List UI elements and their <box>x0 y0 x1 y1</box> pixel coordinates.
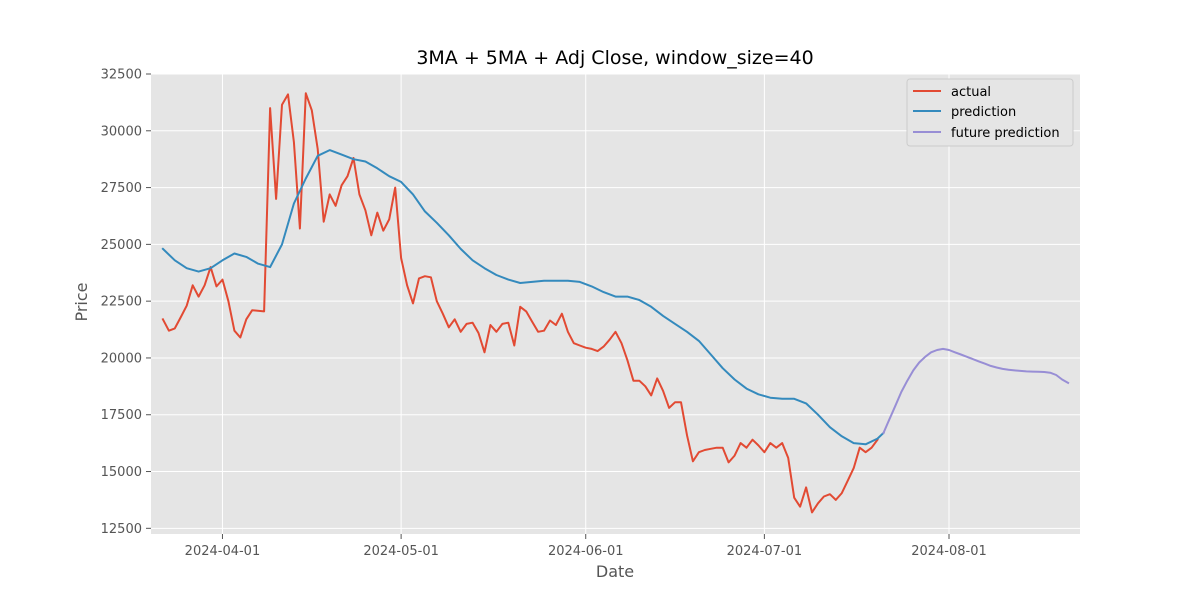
plot-area <box>151 74 1080 534</box>
y-tick-label: 32500 <box>101 68 142 83</box>
series-line-future-prediction <box>882 347 1070 435</box>
series-line-actual <box>161 92 879 514</box>
legend-label-prediction: prediction <box>951 105 1016 120</box>
y-tick-label: 20000 <box>101 351 142 366</box>
legend-label-actual: actual <box>951 85 991 100</box>
y-axis-label: Price <box>72 282 91 321</box>
y-tick-label: 22500 <box>101 295 142 310</box>
legend-box <box>906 78 1074 147</box>
series-line-prediction <box>161 149 885 446</box>
x-tick-label: 2024-08-01 <box>911 544 987 559</box>
legend-label-future-prediction: future prediction <box>951 126 1060 141</box>
y-tick-label: 15000 <box>101 465 142 480</box>
y-axis-ticks: 12500 15000 17500 20000 22500 25000 27500 30000… <box>101 68 151 537</box>
y-tick-label: 27500 <box>101 181 142 196</box>
x-tick-label: 2024-06-01 <box>548 544 624 559</box>
x-axis-ticks: 2024-04-01 2024-05-01 2024-06-01 2024-07-01… <box>185 534 987 559</box>
legend: actual prediction future prediction <box>906 78 1074 147</box>
x-tick-label: 2024-05-01 <box>363 544 439 559</box>
x-tick-label: 2024-07-01 <box>727 544 803 559</box>
x-axis-label: Date <box>596 562 634 581</box>
series-lines <box>161 92 1070 514</box>
chart-title: 3MA + 5MA + Adj Close, window_size=40 <box>416 47 813 69</box>
y-tick-label: 17500 <box>101 408 142 423</box>
y-tick-label: 30000 <box>101 124 142 139</box>
y-tick-label: 25000 <box>101 238 142 253</box>
x-tick-label: 2024-04-01 <box>185 544 261 559</box>
y-tick-label: 12500 <box>101 522 142 537</box>
